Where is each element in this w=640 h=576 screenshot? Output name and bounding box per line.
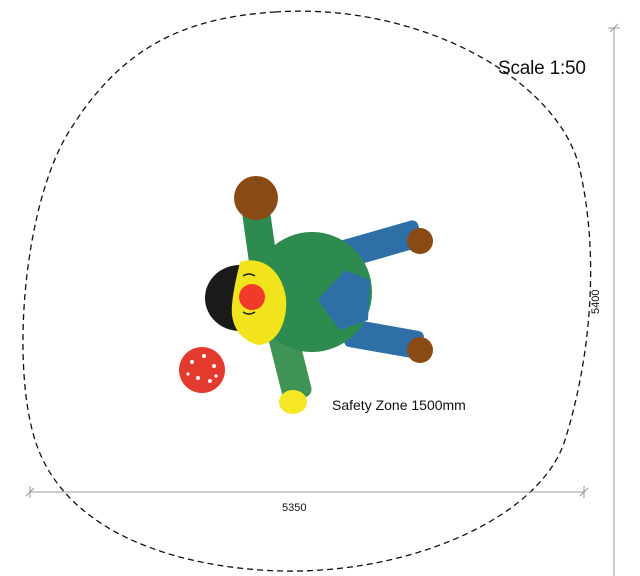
hand-right-bottom xyxy=(407,337,433,363)
height-dimension-label: 5400 xyxy=(590,289,602,314)
safety-zone-outline xyxy=(22,10,592,572)
mushroom-ball xyxy=(179,347,225,393)
nose xyxy=(239,284,265,310)
height-dimension-line xyxy=(608,23,620,576)
safety-zone-label: Safety Zone 1500mm xyxy=(332,397,466,413)
width-dimension-line xyxy=(25,486,589,498)
width-dimension-label: 5350 xyxy=(282,502,307,514)
clown-play-sculpture xyxy=(179,176,433,414)
scale-label: Scale 1:50 xyxy=(498,58,586,79)
hand-right-top xyxy=(407,228,433,254)
hand-top xyxy=(234,176,278,220)
foot-yellow xyxy=(279,390,307,414)
